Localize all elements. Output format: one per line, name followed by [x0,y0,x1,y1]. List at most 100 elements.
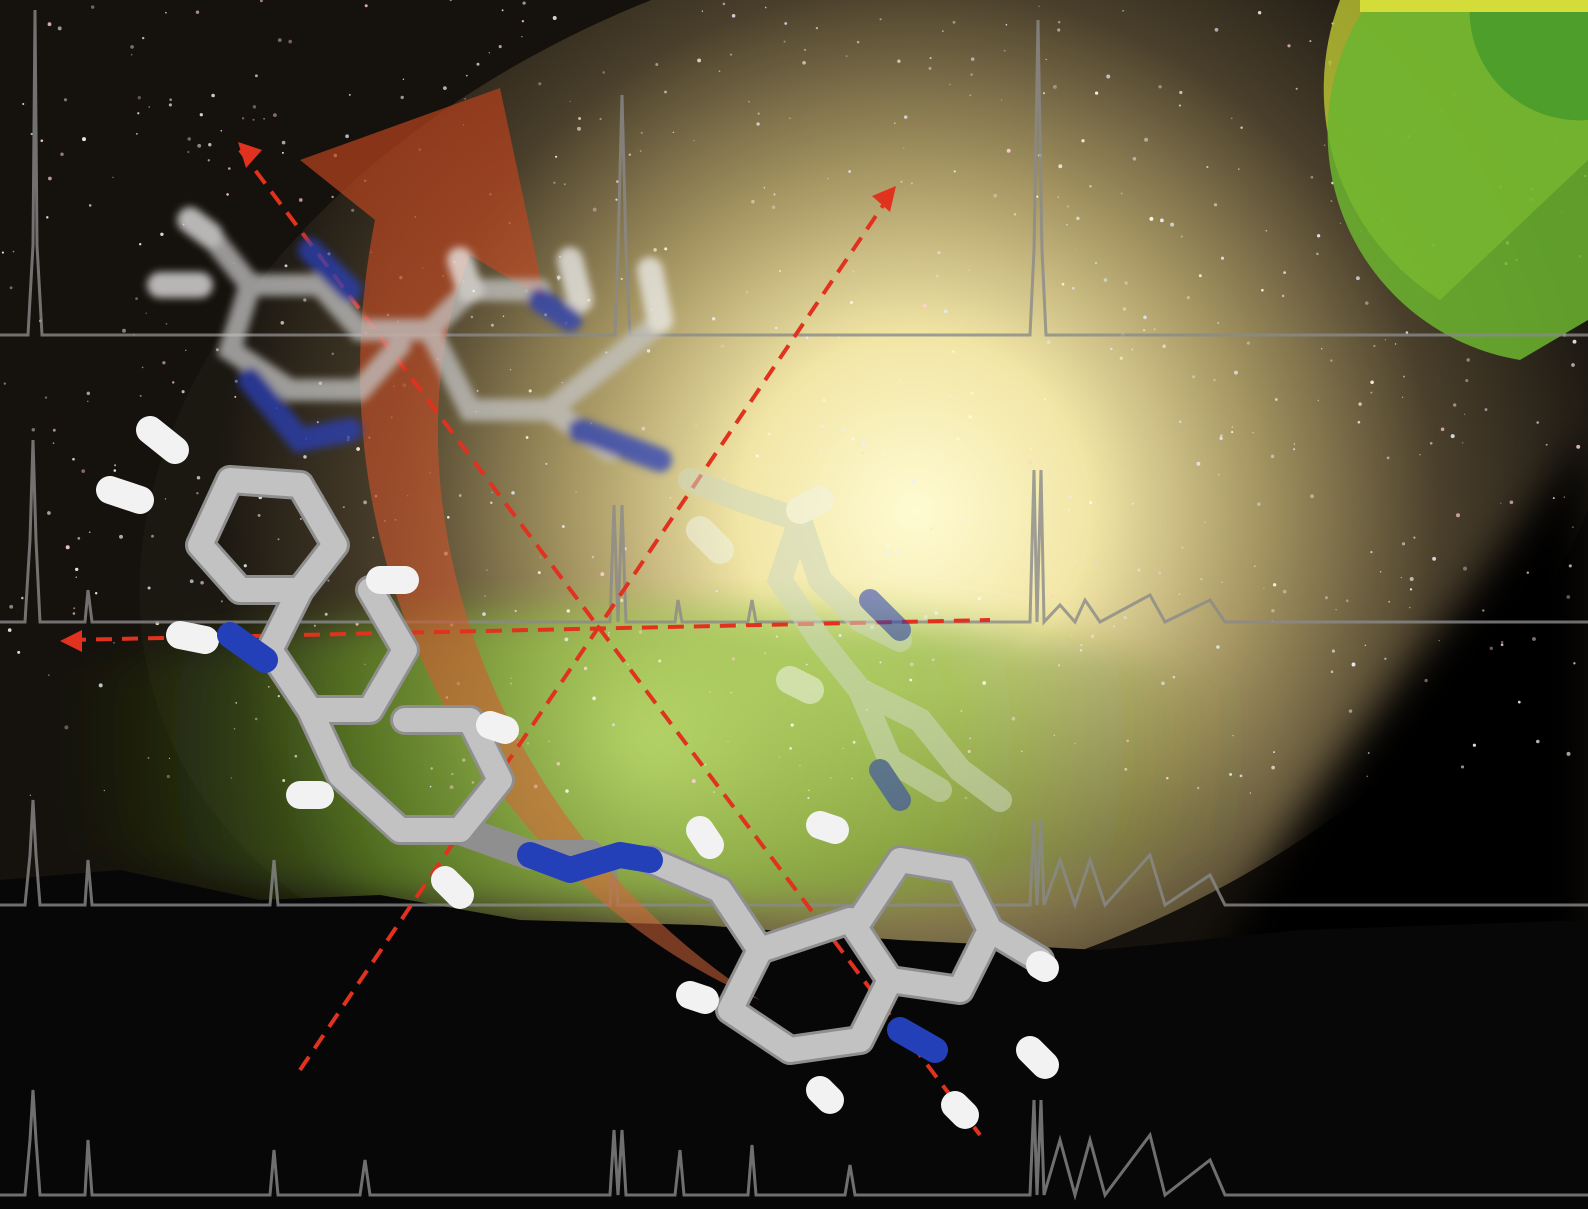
star [851,436,855,441]
star [751,199,755,204]
star [522,1,526,5]
star [1400,576,1402,579]
star [563,183,566,186]
aurora-band [0,610,1340,910]
star [619,598,624,603]
star [509,682,512,685]
star [1373,344,1376,348]
star [482,612,486,616]
star [1234,370,1238,375]
star [1080,644,1083,647]
star [1214,27,1219,32]
star [197,143,202,148]
star [1,251,4,254]
star [113,642,115,644]
star [949,394,952,397]
star [498,45,502,49]
star [1213,378,1216,382]
star [1339,222,1342,225]
star [969,391,974,396]
star [1045,58,1047,61]
star [1287,44,1291,48]
star [1160,218,1164,223]
star [1051,433,1055,436]
star [1552,497,1555,500]
star [909,678,913,682]
star [1068,495,1072,499]
star [932,337,935,339]
star [75,576,77,578]
star [1500,502,1502,504]
star [842,747,844,750]
star [952,20,956,24]
star [620,277,623,280]
star [162,361,166,365]
star [640,131,644,135]
star [867,372,869,374]
star [72,457,75,461]
star [639,150,642,152]
star [277,38,282,43]
star [555,155,558,158]
star [1044,398,1046,401]
star [561,381,563,384]
star [1066,205,1070,208]
star [942,30,944,32]
star [827,178,829,180]
star [130,45,134,49]
star [9,286,13,290]
star [200,581,204,585]
star [75,567,79,572]
star [1271,765,1275,770]
star [164,498,167,500]
star [923,614,928,619]
star [713,791,715,793]
star [446,515,450,519]
star [46,216,49,219]
star [303,455,307,459]
star [94,591,98,595]
star [898,379,900,381]
star [189,579,194,584]
star [147,586,151,590]
star [774,326,778,330]
star [1180,235,1183,238]
star [3,382,6,385]
star [852,270,855,273]
star [1046,340,1051,345]
star [577,126,581,131]
star [136,133,138,135]
star [1005,24,1008,26]
star [400,95,404,100]
star [1572,339,1577,344]
star [1142,329,1146,332]
star [1367,752,1370,754]
star [1409,606,1411,609]
star [627,663,629,666]
star [829,776,832,779]
star [1123,615,1127,620]
star [592,207,597,212]
star [1161,681,1165,686]
star [488,52,490,54]
star [557,279,560,281]
star [139,394,142,397]
star [1281,294,1285,298]
star [429,785,432,788]
star [807,797,810,800]
star [729,53,733,56]
star [470,315,474,319]
star [313,624,316,627]
star [1061,282,1065,286]
star [1122,9,1125,12]
star [691,779,696,784]
star [1036,195,1039,198]
star [709,691,712,694]
star [526,742,530,745]
star [1051,594,1055,599]
star [372,536,375,539]
star [1330,200,1333,203]
axis-arrowheads [60,142,896,652]
star [715,590,718,593]
star [342,506,345,509]
